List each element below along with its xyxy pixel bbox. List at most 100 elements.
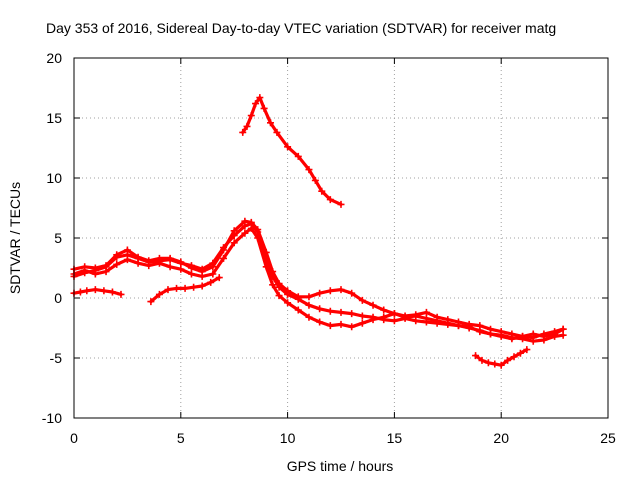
data-point — [134, 253, 142, 261]
y-tick-label: -5 — [50, 350, 63, 366]
data-point — [181, 284, 189, 292]
data-point — [390, 310, 398, 318]
data-point — [401, 312, 409, 320]
x-tick-label: 0 — [70, 430, 78, 446]
series-arc-6 — [239, 94, 345, 208]
data-point — [348, 310, 356, 318]
data-point — [422, 314, 430, 322]
data-point — [207, 278, 215, 286]
data-point — [422, 308, 430, 316]
data-point — [209, 263, 217, 271]
data-point — [273, 128, 281, 136]
series-arc-1 — [70, 220, 567, 345]
data-point — [83, 287, 91, 295]
series-arc-3 — [70, 224, 567, 342]
data-point — [305, 301, 313, 309]
data-point — [102, 268, 110, 276]
data-point — [220, 246, 228, 254]
data-point — [337, 320, 345, 328]
series-line — [72, 222, 565, 343]
data-point — [108, 288, 116, 296]
x-tick-label: 5 — [177, 430, 185, 446]
data-point — [305, 293, 313, 301]
data-point — [117, 290, 125, 298]
data-point — [337, 308, 345, 316]
data-point — [166, 263, 174, 271]
data-point — [433, 313, 441, 321]
data-point — [113, 251, 121, 259]
data-point — [100, 287, 108, 295]
data-point — [91, 264, 99, 272]
data-point — [113, 260, 121, 268]
data-point — [177, 258, 185, 266]
data-point — [275, 280, 283, 288]
data-point — [254, 226, 262, 234]
data-point — [241, 217, 249, 225]
data-point — [294, 306, 302, 314]
data-point — [326, 196, 334, 204]
y-tick-label: 0 — [54, 290, 62, 306]
data-point — [164, 286, 172, 294]
data-point — [465, 320, 473, 328]
data-point — [337, 200, 345, 208]
data-point — [491, 360, 499, 368]
data-point — [412, 311, 420, 319]
data-point — [478, 356, 486, 364]
x-axis-label: GPS time / hours — [287, 458, 394, 474]
data-point — [102, 262, 110, 270]
data-point — [173, 284, 181, 292]
data-point — [487, 325, 495, 333]
data-point — [294, 152, 302, 160]
data-point — [390, 317, 398, 325]
data-point — [476, 322, 484, 330]
data-point — [358, 312, 366, 320]
data-point — [369, 316, 377, 324]
data-point — [262, 263, 270, 271]
data-point — [519, 332, 527, 340]
data-point — [326, 322, 334, 330]
data-point — [247, 112, 255, 120]
data-point — [540, 330, 548, 338]
data-point — [187, 264, 195, 272]
data-point — [510, 353, 518, 361]
data-point — [326, 307, 334, 315]
data-point — [516, 349, 524, 357]
data-point — [497, 361, 505, 369]
data-point — [284, 299, 292, 307]
data-point — [187, 270, 195, 278]
data-point — [305, 166, 313, 174]
data-point — [243, 122, 251, 130]
data-point — [215, 274, 223, 282]
data-point — [348, 289, 356, 297]
data-point — [155, 259, 163, 267]
data-point — [252, 100, 260, 108]
data-point — [529, 334, 537, 342]
data-point — [454, 318, 462, 326]
data-point — [256, 94, 264, 102]
series-arc-4 — [70, 286, 125, 298]
data-point — [559, 325, 567, 333]
data-point — [326, 287, 334, 295]
data-point — [81, 266, 89, 274]
data-point — [358, 319, 366, 327]
data-point — [316, 289, 324, 297]
data-point — [380, 306, 388, 314]
series-arc-5 — [147, 274, 223, 306]
y-tick-label: -10 — [42, 410, 62, 426]
plot-frame — [73, 57, 609, 419]
data-point — [472, 352, 480, 360]
data-point — [247, 218, 255, 226]
data-point — [91, 286, 99, 294]
x-tick-label: 20 — [493, 430, 509, 446]
data-point — [444, 316, 452, 324]
data-point — [254, 234, 262, 242]
series-line — [241, 95, 343, 206]
data-point — [311, 176, 319, 184]
data-point — [123, 246, 131, 254]
data-point — [241, 229, 249, 237]
data-point — [230, 227, 238, 235]
data-point — [76, 288, 84, 296]
grid — [74, 58, 608, 418]
data-point — [123, 256, 131, 264]
